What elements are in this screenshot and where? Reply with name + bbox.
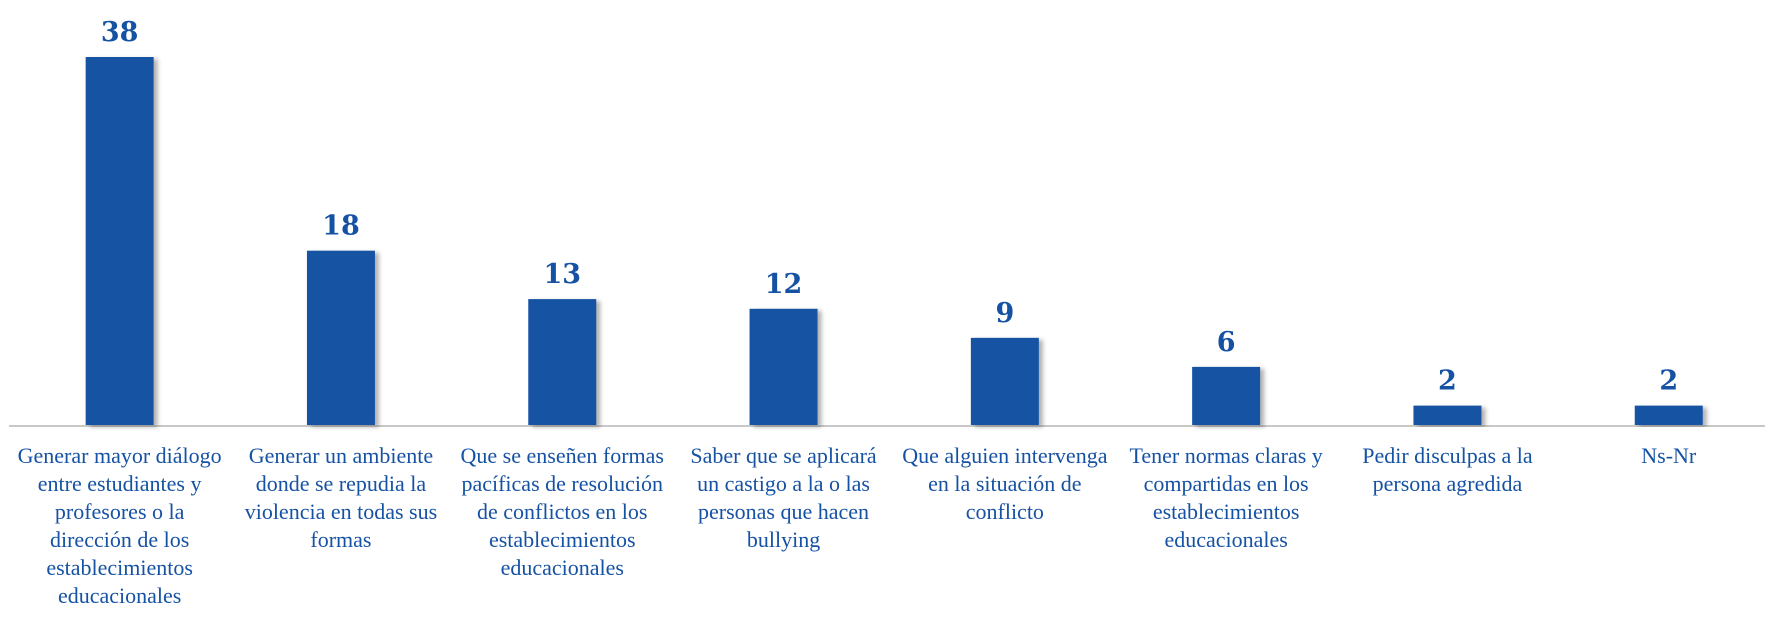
value-label: 2 <box>1659 366 1678 397</box>
bar <box>1192 366 1261 425</box>
category-label: Saber que se aplicará un castigo a la o … <box>690 443 877 552</box>
value-label: 13 <box>543 259 581 290</box>
value-label: 12 <box>765 269 803 300</box>
value-label: 2 <box>1438 366 1457 397</box>
category-label: Generar un ambiente donde se repudia la … <box>244 443 438 552</box>
value-label: 6 <box>1217 327 1236 358</box>
bar <box>1634 405 1703 425</box>
category-label: Generar mayor diálogo entre estudiantes … <box>17 443 222 608</box>
category-label: Pedir disculpas a la persona agredida <box>1362 443 1533 496</box>
bar <box>1413 405 1482 425</box>
bar <box>528 299 597 425</box>
value-label: 9 <box>995 298 1014 329</box>
bar <box>85 57 154 425</box>
category-label: Ns-Nr <box>1641 443 1697 468</box>
bar <box>306 250 375 425</box>
value-label: 38 <box>101 17 139 48</box>
bar <box>970 337 1039 425</box>
bar <box>749 308 818 425</box>
value-label: 18 <box>322 211 360 242</box>
category-label: Que alguien intervenga en la situación d… <box>902 443 1108 524</box>
category-label: Que se enseñen formas pacíficas de resol… <box>460 443 664 580</box>
category-label: Tener normas claras y compartidas en los… <box>1129 443 1323 552</box>
